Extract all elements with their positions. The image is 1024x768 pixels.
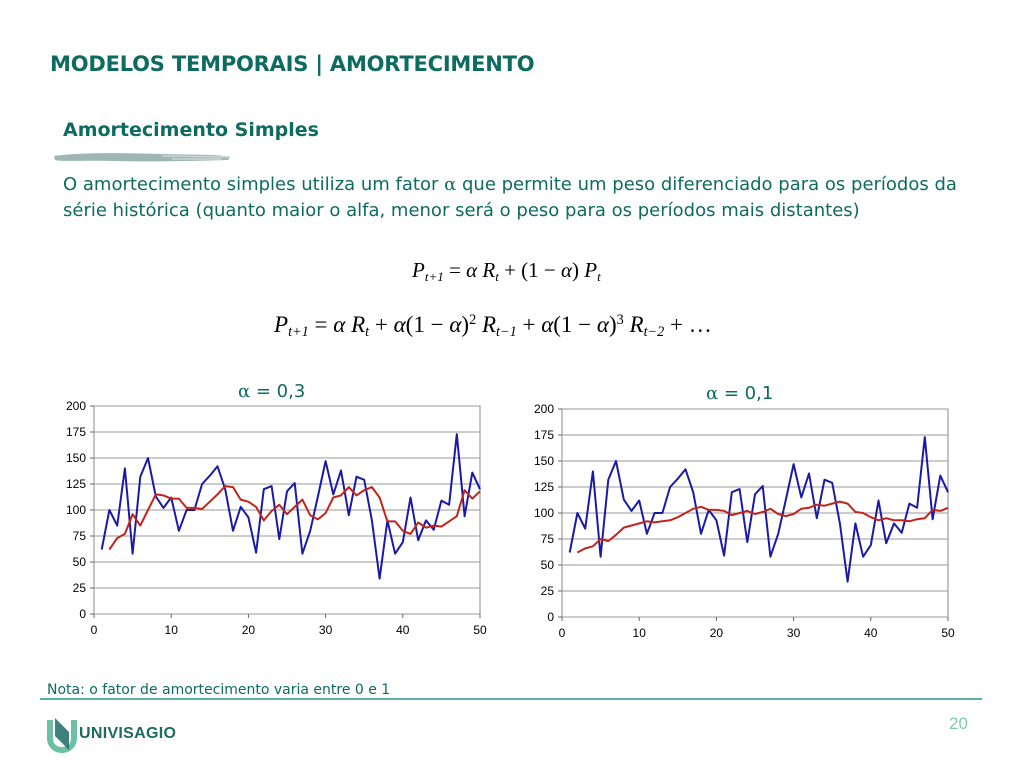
formula-symbol: α [561,258,573,282]
x-tick-label: 30 [787,626,801,640]
formula-symbol: R [476,312,496,337]
y-tick-label: 125 [66,477,86,491]
y-tick-label: 125 [534,480,554,494]
series-line-actual [568,436,949,583]
x-tick-label: 20 [710,626,724,640]
formula-operator: (1 − [405,312,450,337]
formula-symbol: P [584,258,598,282]
y-tick-label: 0 [79,607,86,621]
univisagio-logo [47,718,77,753]
y-tick-label: 150 [534,454,554,468]
y-tick-label: 50 [541,558,555,572]
y-tick-label: 75 [73,529,87,543]
logo-wordmark: UNIVISAGIO [79,725,177,742]
y-tick-label: 200 [66,399,86,413]
x-tick-label: 50 [941,626,955,640]
formula-operator: + (1 − [498,258,562,282]
x-tick-label: 40 [864,626,878,640]
alpha-symbol: α [706,383,719,404]
formula-operator: ) [608,312,617,337]
formula-symbol: P [412,258,425,282]
footer-divider [40,698,982,700]
series-line-smoothed [576,500,949,554]
formula-operator: ) [461,312,470,337]
formula-symbol: α [541,312,554,337]
formula-exponent: 3 [616,312,624,328]
formula-symbol: P [274,312,289,337]
page-number: 20 [949,714,968,733]
x-tick-label: 0 [91,623,98,637]
formula-subscript: t [495,269,499,284]
body-text-part2: que permite um peso diferenciado para os… [63,174,957,221]
y-tick-label: 0 [547,610,554,624]
y-tick-label: 25 [73,581,87,595]
series-line-smoothed [108,485,481,551]
y-tick-label: 25 [541,584,555,598]
formula-exponent: 2 [469,312,477,328]
formula-subscript: t+1 [288,324,309,340]
formula-operator: + [369,312,394,337]
page-title: MODELOS TEMPORAIS | AMORTECIMENTO [50,52,535,76]
formula-operator: (1 − [553,312,597,337]
y-tick-label: 75 [541,532,555,546]
y-tick-label: 100 [534,506,554,520]
formula-operator: + … [664,312,712,337]
formula-symbol: α [466,258,478,282]
x-tick-label: 40 [396,623,410,637]
formula-subscript: t−1 [496,324,517,340]
formula-subscript: t+1 [424,269,444,284]
y-tick-label: 100 [66,503,86,517]
x-tick-label: 20 [242,623,256,637]
formula-symbol: R [477,258,496,282]
y-tick-label: 175 [66,425,86,439]
body-text-part1: O amortecimento simples utiliza um fator [63,174,445,195]
formula-operator: ) [572,258,585,282]
x-tick-label: 10 [633,626,647,640]
alpha-symbol: α [238,381,251,402]
x-tick-label: 10 [165,623,179,637]
formula-symbol: R [623,312,644,337]
body-paragraph: O amortecimento simples utiliza um fator… [63,172,983,224]
formula-subscript: t−2 [643,324,665,340]
x-tick-label: 30 [319,623,333,637]
formula-expanded: Pt+1 = α Rt + α(1 − α)2 Rt−1 + α(1 − α)3… [274,312,712,341]
brush-stroke-decoration [54,153,231,162]
chart-caption-alpha-01: α = 0,1 [706,383,773,404]
formula-symbol: R [345,312,366,337]
caption-value: = 0,3 [250,381,306,402]
formula-subscript: t [365,324,370,340]
y-tick-label: 175 [534,428,554,442]
formula-symbol: α [333,312,346,337]
caption-value: = 0,1 [718,383,774,404]
formula-recursive: Pt+1 = α Rt + (1 − α) Pt [412,258,601,285]
y-tick-label: 50 [73,555,87,569]
section-heading: Amortecimento Simples [63,119,319,141]
formula-operator: = [443,258,467,282]
series-line-actual [100,433,481,580]
x-tick-label: 50 [473,623,487,637]
formula-operator: = [308,312,334,337]
x-tick-label: 0 [559,626,566,640]
formula-symbol: α [596,312,609,337]
formula-symbol: α [449,312,462,337]
footnote: Nota: o fator de amortecimento varia ent… [47,682,391,698]
y-tick-label: 150 [66,451,86,465]
formula-symbol: α [393,312,406,337]
chart-caption-alpha-03: α = 0,3 [238,381,305,402]
chart-alpha-01: 0 25 50 75 100 125 150 175 200 0 10 20 30 40 50 [534,402,955,640]
formula-operator: + [516,312,542,337]
y-tick-label: 200 [534,402,554,416]
alpha-symbol: α [444,174,457,195]
formula-subscript: t [597,269,601,284]
chart-alpha-03: 0 25 50 75 100 125 150 175 200 0 10 20 30 40 50 [66,399,487,637]
